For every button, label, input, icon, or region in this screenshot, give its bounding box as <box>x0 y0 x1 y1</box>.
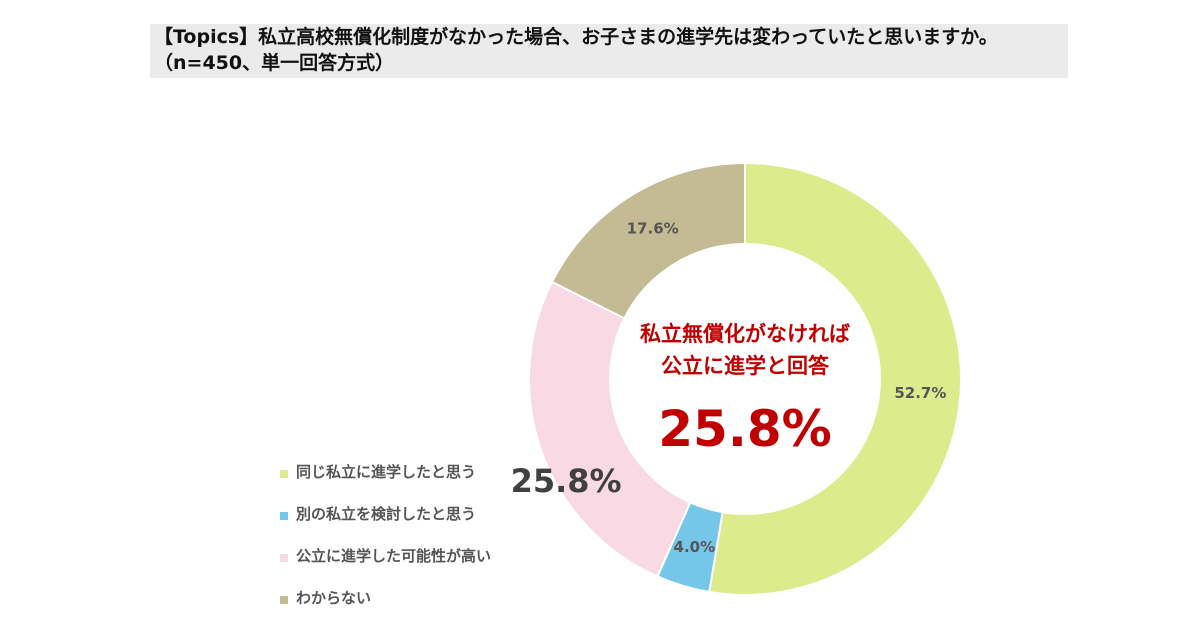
donut-slice <box>708 161 962 596</box>
donut-slice <box>528 280 692 578</box>
legend-swatch <box>280 512 288 520</box>
callout-line2: 公立に進学と回答 <box>661 354 829 378</box>
data-label: 17.6% <box>627 220 679 238</box>
data-label: 52.7% <box>894 384 946 402</box>
center-callout: 私立無償化がなければ 公立に進学と回答 25.8% <box>605 318 885 458</box>
legend-label: わからない <box>296 588 372 607</box>
legend-item: わからない <box>280 576 491 618</box>
legend-item: 同じ私立に進学したと思う <box>280 450 491 492</box>
chart-title: 【Topics】私立高校無償化制度がなかった場合、お子さまの進学先は変わっていた… <box>150 24 1068 78</box>
legend-label: 公立に進学した可能性が高い <box>296 546 492 565</box>
callout-value: 25.8% <box>658 400 832 458</box>
legend-swatch <box>280 596 288 604</box>
data-label: 4.0% <box>674 538 716 556</box>
legend-item: 公立に進学した可能性が高い <box>280 534 491 576</box>
legend-swatch <box>280 554 288 562</box>
legend-swatch <box>280 470 288 478</box>
data-label: 25.8% <box>511 462 622 500</box>
callout-line1: 私立無償化がなければ <box>640 322 850 346</box>
legend-item: 別の私立を検討したと思う <box>280 492 491 534</box>
donut-slice <box>550 161 746 320</box>
legend-label: 同じ私立に進学したと思う <box>296 462 477 481</box>
legend-label: 別の私立を検討したと思う <box>296 504 477 523</box>
legend: 同じ私立に進学したと思う 別の私立を検討したと思う 公立に進学した可能性が高い わから… <box>280 450 491 618</box>
